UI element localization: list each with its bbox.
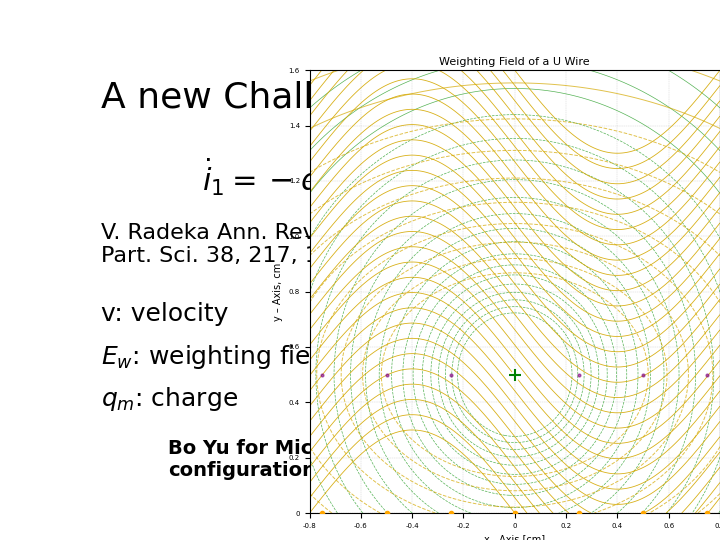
Text: $q_m$: charge: $q_m$: charge (101, 385, 238, 413)
Text: A new Challenge: Dynamic Induced Charge: A new Challenge: Dynamic Induced Charge (101, 82, 720, 116)
Text: $E_w$: weighting field: $E_w$: weighting field (101, 343, 333, 372)
Text: $\dot{i}_1 = -q_m \cdot \mathbf{E}_w\mathbf{v}.$: $\dot{i}_1 = -q_m \cdot \mathbf{E}_w\mat… (202, 156, 430, 199)
X-axis label: x   Axis [cm]: x Axis [cm] (485, 534, 545, 540)
Text: 28: 28 (603, 454, 624, 472)
Text: Bo Yu for MicroBooNE
configuration: Bo Yu for MicroBooNE configuration (168, 439, 407, 480)
Title: Weighting Field of a U Wire: Weighting Field of a U Wire (439, 57, 590, 66)
Text: v: velocity: v: velocity (101, 302, 228, 326)
Text: V. Radeka Ann. Rev. Nucl.
Part. Sci. 38, 217, 1988: V. Radeka Ann. Rev. Nucl. Part. Sci. 38,… (101, 223, 384, 266)
Y-axis label: y – Axis, cm: y – Axis, cm (273, 262, 283, 321)
